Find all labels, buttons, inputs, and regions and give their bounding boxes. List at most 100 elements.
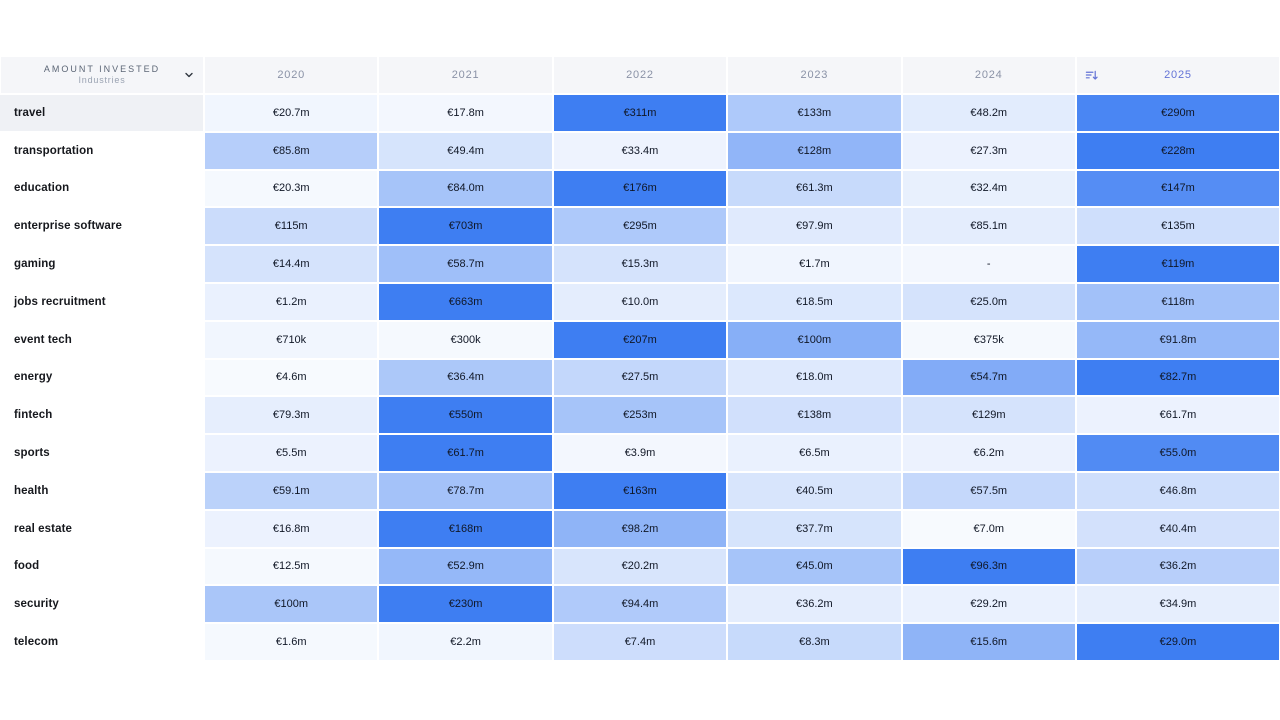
value-cell: €16.8m (204, 509, 379, 548)
row-label-event-tech: event tech (0, 320, 204, 359)
value-cell: €29.2m (901, 585, 1076, 624)
column-header-2022[interactable]: 2022 (552, 56, 728, 94)
table-row: security €100m €230m €94.4m €36.2m €29.2m €34.… (0, 585, 1280, 624)
column-header-2021[interactable]: 2021 (378, 56, 553, 94)
value-cell: €18.0m (727, 358, 902, 397)
value-cell: €97.9m (727, 207, 902, 246)
value-cell: €138m (727, 396, 902, 435)
column-header-2025[interactable]: 2025 (1075, 56, 1280, 94)
value-cell: €61.7m (378, 434, 553, 472)
value-cell: €550m (378, 396, 553, 435)
table-title: AMOUNT INVESTED (43, 63, 161, 74)
row-label-education: education (0, 169, 204, 208)
value-cell: €300k (378, 320, 553, 359)
value-cell: €119m (1075, 245, 1280, 283)
value-cell: €15.6m (901, 623, 1076, 661)
column-header-2020[interactable]: 2020 (204, 56, 379, 94)
sort-descending-icon[interactable] (1085, 69, 1098, 82)
value-cell: €20.2m (552, 547, 728, 586)
value-cell: €4.6m (204, 358, 379, 397)
column-header-2023[interactable]: 2023 (727, 56, 902, 94)
value-cell: €85.1m (901, 207, 1076, 246)
value-cell: €6.5m (727, 434, 902, 472)
amount-invested-column-header[interactable]: AMOUNT INVESTED Industries (0, 56, 204, 94)
value-cell: €147m (1075, 169, 1280, 208)
value-cell: €94.4m (552, 585, 728, 624)
value-cell: €663m (378, 282, 553, 321)
value-cell: €15.3m (552, 245, 728, 283)
value-cell: €84.0m (378, 169, 553, 208)
value-cell: €168m (378, 509, 553, 548)
value-cell: €710k (204, 320, 379, 359)
value-cell: €45.0m (727, 547, 902, 586)
value-cell: €61.3m (727, 169, 902, 208)
table-subtitle: Industries (78, 75, 126, 85)
value-cell: €40.4m (1075, 509, 1280, 548)
value-cell: €36.2m (1075, 547, 1280, 586)
value-cell: €55.0m (1075, 434, 1280, 472)
row-label-jobs-recruitment: jobs recruitment (0, 282, 204, 321)
value-cell: €96.3m (901, 547, 1076, 586)
table-row: food €12.5m €52.9m €20.2m €45.0m €96.3m €36.2m (0, 547, 1280, 586)
value-cell: €54.7m (901, 358, 1076, 397)
value-cell: €253m (552, 396, 728, 435)
row-label-telecom: telecom (0, 623, 204, 661)
value-cell: €58.7m (378, 245, 553, 283)
value-cell: €79.3m (204, 396, 379, 435)
table-row: health €59.1m €78.7m €163m €40.5m €57.5m €46.8… (0, 471, 1280, 510)
value-cell: €82.7m (1075, 358, 1280, 397)
value-cell: €703m (378, 207, 553, 246)
row-label-security: security (0, 585, 204, 624)
table-row: energy €4.6m €36.4m €27.5m €18.0m €54.7m €82.7… (0, 358, 1280, 397)
row-label-fintech: fintech (0, 396, 204, 435)
value-cell: €27.5m (552, 358, 728, 397)
value-cell: €33.4m (552, 131, 728, 170)
column-header-2024[interactable]: 2024 (901, 56, 1076, 94)
value-cell: €176m (552, 169, 728, 208)
value-cell: €290m (1075, 94, 1280, 132)
value-cell: - (901, 245, 1076, 283)
table-header-row: AMOUNT INVESTED Industries 2020 2021 2022 2… (0, 56, 1280, 94)
value-cell: €37.7m (727, 509, 902, 548)
value-cell: €8.3m (727, 623, 902, 661)
value-cell: €57.5m (901, 471, 1076, 510)
value-cell: €100m (204, 585, 379, 624)
value-cell: €2.2m (378, 623, 553, 661)
row-label-travel: travel (0, 94, 204, 132)
value-cell: €17.8m (378, 94, 553, 132)
investment-heatmap-table: AMOUNT INVESTED Industries 2020 2021 2022 2… (0, 56, 1280, 661)
value-cell: €1.2m (204, 282, 379, 321)
table-row: education €20.3m €84.0m €176m €61.3m €32.4m €1… (0, 169, 1280, 208)
row-label-enterprise-software: enterprise software (0, 207, 204, 246)
value-cell: €40.5m (727, 471, 902, 510)
value-cell: €129m (901, 396, 1076, 435)
value-cell: €6.2m (901, 434, 1076, 472)
row-label-energy: energy (0, 358, 204, 397)
value-cell: €135m (1075, 207, 1280, 246)
value-cell: €12.5m (204, 547, 379, 586)
value-cell: €59.1m (204, 471, 379, 510)
table-row: gaming €14.4m €58.7m €15.3m €1.7m - €119m (0, 245, 1280, 283)
value-cell: €375k (901, 320, 1076, 359)
row-label-transportation: transportation (0, 131, 204, 170)
value-cell: €133m (727, 94, 902, 132)
value-cell: €48.2m (901, 94, 1076, 132)
value-cell: €98.2m (552, 509, 728, 548)
row-label-sports: sports (0, 434, 204, 472)
value-cell: €128m (727, 131, 902, 170)
value-cell: €7.0m (901, 509, 1076, 548)
row-label-food: food (0, 547, 204, 586)
value-cell: €52.9m (378, 547, 553, 586)
value-cell: €7.4m (552, 623, 728, 661)
row-label-real-estate: real estate (0, 509, 204, 548)
value-cell: €311m (552, 94, 728, 132)
value-cell: €25.0m (901, 282, 1076, 321)
value-cell: €163m (552, 471, 728, 510)
table-row: jobs recruitment €1.2m €663m €10.0m €18.5m €2… (0, 282, 1280, 321)
chevron-down-icon[interactable] (183, 69, 195, 81)
value-cell: €20.3m (204, 169, 379, 208)
value-cell: €3.9m (552, 434, 728, 472)
value-cell: €85.8m (204, 131, 379, 170)
table-row: fintech €79.3m €550m €253m €138m €129m €61.7m (0, 396, 1280, 435)
table-row: real estate €16.8m €168m €98.2m €37.7m €7.0m €… (0, 509, 1280, 548)
